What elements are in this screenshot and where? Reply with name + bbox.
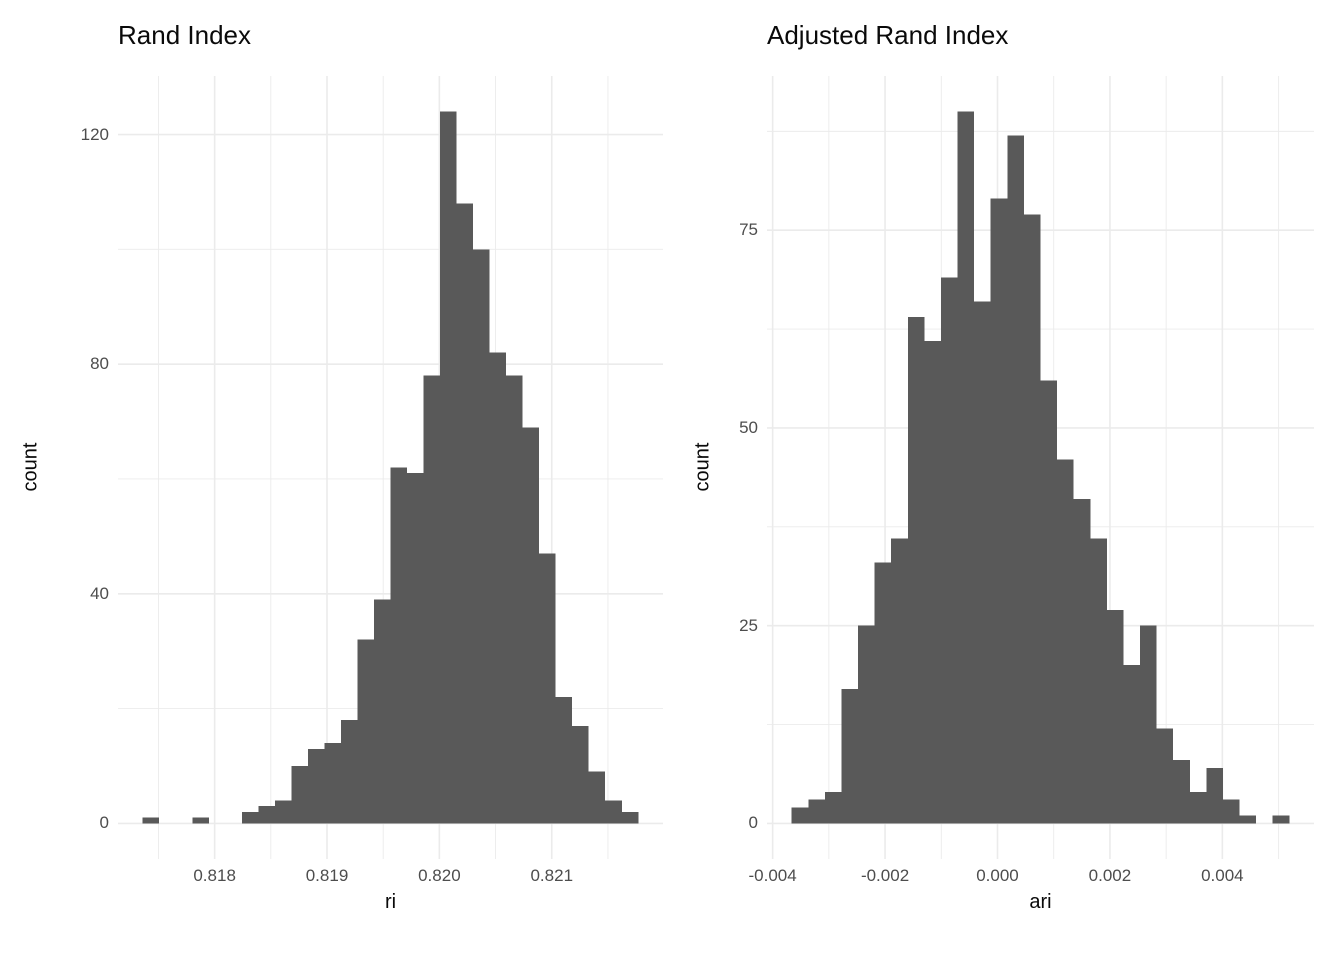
y-tick-label: 25	[739, 615, 758, 635]
x-tick-label: -0.002	[860, 866, 910, 885]
y-tick-label: 40	[90, 583, 109, 603]
histogram-bar	[307, 748, 325, 824]
histogram-bar	[357, 639, 374, 824]
histogram-bar	[1023, 214, 1041, 824]
histogram-bar	[1222, 799, 1240, 824]
histogram-bar	[791, 807, 809, 824]
histogram-bar	[192, 817, 209, 824]
histogram-bar	[1106, 609, 1124, 824]
histogram-bar	[423, 375, 441, 824]
histogram-bar	[1073, 499, 1091, 824]
histogram-bar	[621, 811, 639, 824]
histogram-bar	[555, 697, 573, 824]
histogram-bar	[274, 800, 292, 824]
histogram-bar	[891, 538, 908, 824]
histogram-bar	[1272, 815, 1290, 824]
histogram-bar	[489, 352, 507, 824]
y-tick-label: 0	[99, 813, 109, 833]
histogram-bar	[841, 688, 859, 824]
histogram-bar	[858, 625, 875, 824]
histogram-bar	[241, 811, 259, 824]
histogram-bar	[324, 743, 341, 824]
histogram-bar	[456, 203, 474, 824]
x-tick-label: 0.000	[976, 866, 1019, 885]
histogram-bar	[473, 249, 490, 824]
histogram-bar	[1156, 728, 1174, 824]
y-tick-label: 80	[90, 354, 109, 374]
histogram-bar	[605, 800, 622, 824]
histogram-bar	[1040, 380, 1058, 824]
y-tick-label: 75	[739, 220, 758, 240]
histogram-bar	[1090, 538, 1107, 824]
histogram-bar	[824, 791, 842, 824]
x-tick-label: 0.002	[1088, 866, 1132, 885]
histogram-bar	[1189, 791, 1207, 824]
histogram-bar	[522, 427, 540, 824]
histogram-bar	[1057, 459, 1074, 824]
y-tick-label: 50	[739, 417, 758, 437]
x-tick-label: 0.821	[530, 866, 574, 885]
histogram-bar	[1173, 760, 1190, 824]
x-tick-label: 0.819	[305, 866, 349, 885]
histogram-bar	[506, 375, 523, 824]
histogram-bar	[874, 562, 892, 824]
histogram-bar	[407, 473, 424, 824]
histogram-bar	[373, 599, 391, 824]
histogram-bar	[440, 111, 457, 824]
histogram-bar	[142, 817, 160, 824]
x-tick-label: -0.004	[748, 866, 797, 885]
histogram-bar	[990, 198, 1008, 824]
histogram-bar	[572, 725, 589, 824]
histogram-bar	[390, 467, 408, 824]
plot-title: Rand Index	[118, 20, 251, 50]
histogram-bar	[588, 771, 606, 824]
y-tick-label: 120	[80, 124, 109, 144]
histogram-bar	[924, 340, 941, 824]
x-tick-label: 0.004	[1201, 866, 1244, 885]
histogram-bar	[1239, 815, 1257, 824]
histogram-bar	[258, 806, 275, 824]
histogram-bar	[957, 111, 975, 824]
histogram-bar	[907, 317, 925, 824]
x-axis-title: ari	[1029, 891, 1052, 913]
plot-title: Adjusted Rand Index	[767, 20, 1009, 50]
x-axis-title: ri	[384, 891, 397, 913]
histogram-bar	[1206, 768, 1223, 824]
histogram-bar	[1007, 135, 1024, 824]
histogram-bar	[1140, 625, 1157, 824]
histogram-bar	[974, 301, 991, 824]
histogram-bar	[808, 799, 825, 824]
histogram-bar	[1123, 665, 1141, 824]
y-axis-title: count	[691, 442, 714, 492]
histogram-bar	[940, 277, 958, 824]
histogram-bar	[340, 720, 358, 824]
histogram-bar	[539, 553, 556, 824]
x-tick-label: 0.820	[418, 866, 461, 885]
y-tick-label: 0	[748, 813, 758, 833]
y-axis-title: count	[19, 442, 42, 492]
histogram-bar	[291, 766, 308, 824]
x-tick-label: 0.818	[193, 866, 236, 885]
